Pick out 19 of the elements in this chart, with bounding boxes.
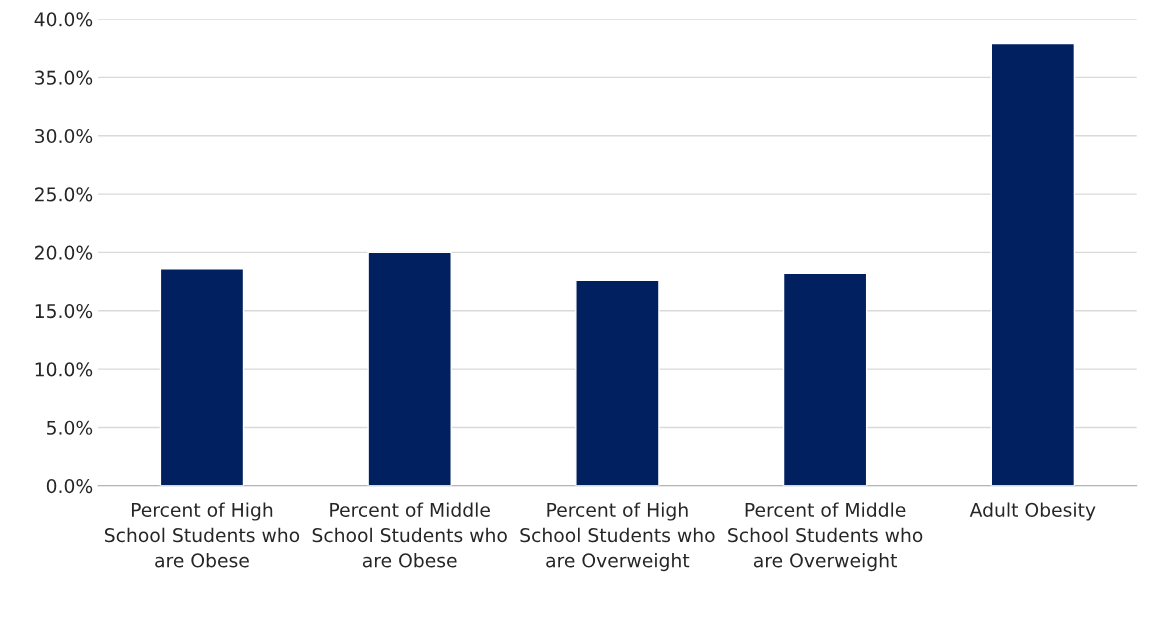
bar	[159, 268, 245, 486]
y-tick-label: 20.0%	[35, 245, 93, 260]
y-tick-label: 35.0%	[35, 70, 93, 85]
bar	[782, 272, 868, 486]
y-tick-label: 0.0%	[46, 478, 93, 494]
x-tick-label: Percent of High School Students who are Obese	[104, 502, 300, 568]
y-tick-label: 25.0%	[35, 187, 93, 202]
x-tick-label: Percent of Middle School Students who are Overweight	[728, 502, 923, 572]
x-tick-label: Percent of Middle School Students who are Obese	[312, 502, 507, 568]
y-tick-label: 10.0%	[35, 362, 93, 377]
y-tick-label: 5.0%	[47, 420, 93, 435]
bar	[990, 42, 1076, 486]
x-tick-label: Adult Obesity	[969, 502, 1096, 521]
bar	[367, 251, 452, 486]
bar	[575, 279, 660, 486]
y-tick-label: 30.0%	[35, 128, 93, 144]
x-tick-label: Percent of High School Students who are Overweight	[520, 502, 715, 572]
y-tick-label: 40.0%	[34, 12, 93, 27]
y-tick-label: 15.0%	[35, 303, 93, 319]
